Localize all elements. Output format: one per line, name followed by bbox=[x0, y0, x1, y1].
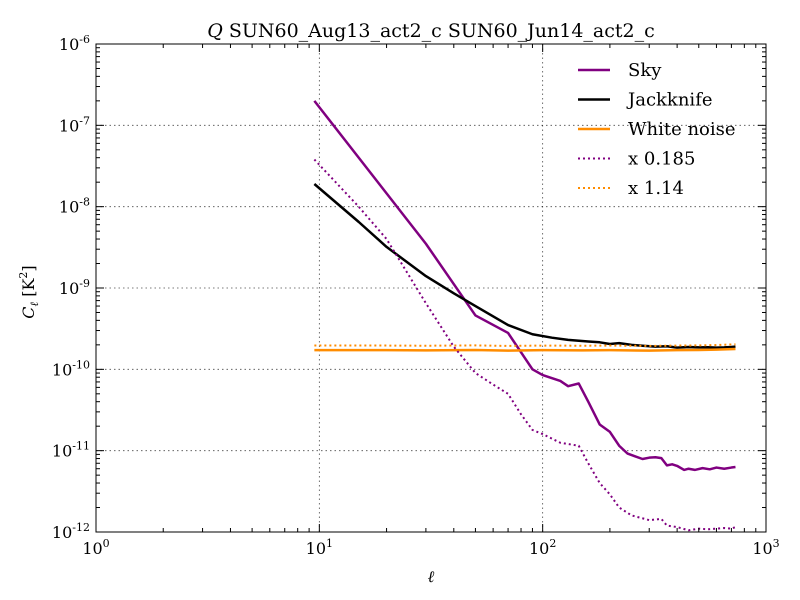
gridlines bbox=[96, 44, 766, 532]
y-tick-label: 10-7 bbox=[59, 114, 90, 135]
y-tick-label: 10-10 bbox=[52, 358, 90, 379]
x-tick-label: 103 bbox=[752, 537, 779, 558]
series-line-jackknife bbox=[313, 183, 736, 349]
plot-area bbox=[313, 100, 736, 532]
legend-label-sky: Sky bbox=[628, 60, 662, 81]
series-line-sky bbox=[313, 100, 736, 472]
legend-label-white-noise: White noise bbox=[628, 119, 736, 140]
series-line-white-noise bbox=[314, 347, 736, 352]
y-tick-label: 10-12 bbox=[52, 521, 90, 542]
x-tick-label: 101 bbox=[306, 537, 333, 558]
y-tick-label: 10-9 bbox=[59, 277, 90, 298]
y-tick-labels: 10-12 10-11 10-10 10-9 10-8 10-7 10-6 bbox=[52, 33, 90, 542]
x-axis-label: ℓ bbox=[428, 567, 435, 586]
legend-label-x-1-14: x 1.14 bbox=[628, 178, 684, 199]
x-tick-labels: 100 101 102 103 bbox=[82, 537, 779, 558]
y-tick-label: 10-6 bbox=[59, 33, 90, 54]
x-tick-label: 102 bbox=[529, 537, 556, 558]
legend: Sky Jackknife White noise x 0.185 x 1.14 bbox=[578, 60, 736, 199]
axis-ticks bbox=[95, 43, 767, 533]
legend-label-x-0-185: x 0.185 bbox=[628, 149, 695, 170]
legend-label-jackknife: Jackknife bbox=[626, 90, 713, 111]
x-tick-label: 100 bbox=[82, 537, 109, 558]
y-axis-label: Cℓ [K2] bbox=[17, 265, 41, 318]
y-tick-label: 10-11 bbox=[52, 440, 90, 461]
y-tick-label: 10-8 bbox=[59, 196, 90, 217]
chart-title: Q SUN60_Aug13_act2_c SUN60_Jun14_act2_c bbox=[207, 20, 655, 42]
series-line-x-1-14 bbox=[314, 343, 736, 347]
